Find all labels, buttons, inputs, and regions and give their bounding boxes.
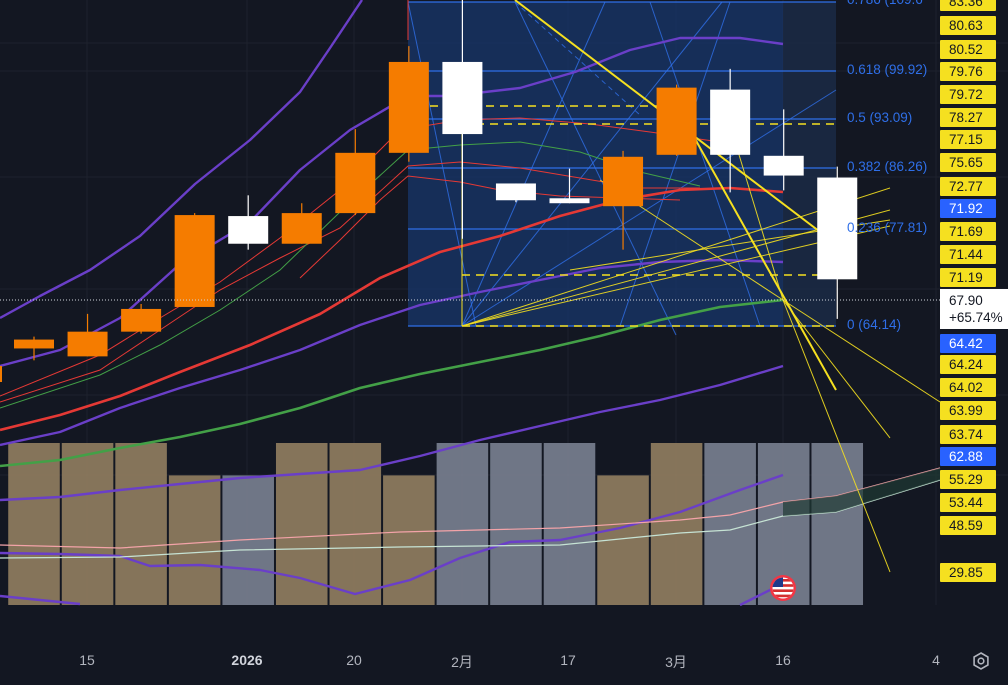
trend-fan-line bbox=[782, 299, 891, 439]
x-tick-label: 2026 bbox=[231, 652, 263, 668]
candle-body bbox=[656, 87, 697, 155]
fib-level-label: 0.618 (99.92) bbox=[847, 62, 928, 77]
fib-level-label: 0.236 (77.81) bbox=[847, 220, 928, 235]
fib-fan-line bbox=[514, 1, 677, 336]
fib-fan-line bbox=[461, 89, 837, 327]
candle-body bbox=[174, 215, 215, 307]
x-tick-label: 20 bbox=[346, 652, 362, 668]
price-axis-tag: 63.99 bbox=[940, 401, 996, 420]
price-axis-tag: 62.88 bbox=[940, 447, 996, 466]
candle-body bbox=[67, 331, 108, 357]
price-axis-tag: 71.44 bbox=[940, 245, 996, 264]
x-tick-label: 16 bbox=[775, 652, 791, 668]
volume-bar bbox=[543, 443, 596, 605]
ma-purple-4 bbox=[0, 364, 784, 502]
current-price: 67.90 bbox=[949, 293, 983, 308]
price-axis-tag: 55.29 bbox=[940, 470, 996, 489]
price-axis-tag: 64.02 bbox=[940, 378, 996, 397]
candle-body bbox=[549, 198, 590, 204]
volume-bar bbox=[490, 443, 542, 605]
volume-bar bbox=[8, 443, 60, 605]
price-axis-tag: 80.52 bbox=[940, 40, 996, 59]
trend-fan-line bbox=[782, 299, 891, 573]
price-axis-tag: 79.76 bbox=[940, 62, 996, 81]
price-axis-tag: 63.74 bbox=[940, 425, 996, 444]
volume-bar bbox=[61, 443, 114, 605]
candle-body bbox=[817, 177, 858, 280]
current-change: +65.74% bbox=[949, 310, 1003, 325]
price-axis-tag: 78.27 bbox=[940, 108, 996, 127]
fib-level-label: 0.382 (86.26) bbox=[847, 159, 928, 174]
trend-fan-line bbox=[782, 299, 941, 403]
fib-fan-line bbox=[619, 1, 731, 327]
fib-fan-dashed bbox=[514, 1, 641, 116]
ma-purple-1 bbox=[0, 0, 363, 320]
ma-thin bbox=[299, 175, 681, 279]
volume-bar bbox=[383, 475, 435, 605]
price-axis-tag: 71.19 bbox=[940, 268, 996, 287]
candle-body bbox=[603, 156, 644, 207]
ma-red bbox=[0, 186, 784, 432]
x-tick-label: 2月 bbox=[451, 654, 473, 670]
candle-body bbox=[763, 155, 804, 176]
candle-body bbox=[281, 213, 322, 244]
partial-candle bbox=[0, 366, 2, 382]
ma-purple-5 bbox=[0, 473, 784, 596]
fib-fan-line bbox=[461, 1, 606, 327]
candle-body bbox=[335, 152, 376, 214]
ma-purple-6 bbox=[0, 594, 81, 606]
fib-level-label: 0.5 (93.09) bbox=[847, 110, 913, 125]
price-axis-tag: 29.85 bbox=[940, 563, 996, 582]
volume-bar bbox=[650, 443, 703, 605]
x-tick-label: 15 bbox=[79, 652, 95, 668]
price-axis-tag: 64.24 bbox=[940, 355, 996, 374]
fib-level-label: 0.786 (109.6 bbox=[847, 0, 923, 7]
candle-body bbox=[710, 89, 751, 155]
x-tick-label: 17 bbox=[560, 652, 576, 668]
us-flag-icon[interactable] bbox=[769, 574, 797, 602]
volume-bar bbox=[436, 443, 489, 605]
gear-icon[interactable] bbox=[971, 651, 991, 671]
price-axis-tag: 71.92 bbox=[940, 199, 996, 218]
current-price-box: 67.90 +65.74% bbox=[940, 289, 1008, 329]
ma-purple-3 bbox=[0, 258, 784, 447]
volume-bar bbox=[811, 443, 864, 605]
price-axis-tag: 75.65 bbox=[940, 153, 996, 172]
candle-body bbox=[388, 61, 429, 153]
price-axis-tag: 83.36 bbox=[940, 0, 996, 11]
price-axis-tag: 72.77 bbox=[940, 177, 996, 196]
ma-cloud bbox=[783, 468, 940, 516]
price-axis-tag: 80.63 bbox=[940, 16, 996, 35]
price-axis-tag: 71.69 bbox=[940, 222, 996, 241]
x-tick-label: 3月 bbox=[665, 654, 687, 670]
candle-body bbox=[442, 61, 483, 135]
volume-bar bbox=[704, 443, 756, 605]
price-axis-tag: 79.72 bbox=[940, 85, 996, 104]
fib-fan-line bbox=[461, 1, 723, 327]
volume-bar bbox=[115, 443, 167, 605]
candle-body bbox=[14, 339, 54, 349]
fib-level-label: 0 (64.14) bbox=[847, 317, 902, 332]
candle-body bbox=[121, 308, 162, 332]
price-axis-tag: 77.15 bbox=[940, 130, 996, 149]
price-axis-tag: 64.42 bbox=[940, 334, 996, 353]
x-tick-label: 4 bbox=[932, 652, 940, 668]
price-axis-tag: 48.59 bbox=[940, 516, 996, 535]
candle-body bbox=[495, 183, 536, 201]
trend-line-down bbox=[675, 104, 837, 391]
fib-fan-line bbox=[407, 1, 477, 327]
ma-green bbox=[0, 298, 784, 468]
volume-bar bbox=[168, 475, 221, 605]
volume-bar bbox=[275, 443, 328, 605]
price-axis-tag: 53.44 bbox=[940, 493, 996, 512]
candle-body bbox=[228, 216, 269, 244]
fib-fan-line bbox=[649, 1, 761, 327]
